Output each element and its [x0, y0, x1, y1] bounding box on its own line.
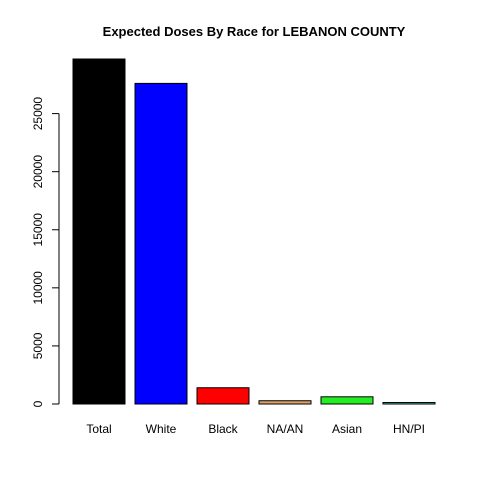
- y-tick-label: 15000: [31, 213, 45, 247]
- x-tick-label: Asian: [332, 422, 362, 436]
- bars: [72, 58, 436, 405]
- y-tick-label: 0: [31, 400, 45, 407]
- chart-title: Expected Doses By Race for LEBANON COUNT…: [103, 24, 406, 39]
- y-tick-label: 25000: [31, 97, 45, 131]
- bar-total: [72, 58, 126, 405]
- x-tick-label: HN/PI: [393, 422, 425, 436]
- bar-asian: [320, 396, 374, 405]
- x-tick-label: NA/AN: [267, 422, 304, 436]
- y-tick-label: 10000: [31, 271, 45, 305]
- x-tick-label: White: [146, 422, 177, 436]
- y-axis: 0 5000 10000 15000 20000 25000: [31, 97, 60, 407]
- bar-black: [196, 387, 250, 405]
- x-tick-label: Total: [86, 422, 111, 436]
- x-tick-labels: Total White Black NA/AN Asian HN/PI: [86, 422, 425, 436]
- bar-na-an: [258, 400, 312, 405]
- bar-hn-pi: [382, 402, 436, 405]
- y-tick-label: 20000: [31, 155, 45, 189]
- x-tick-label: Black: [208, 422, 238, 436]
- bar-white: [134, 82, 188, 405]
- y-tick-label: 5000: [31, 332, 45, 359]
